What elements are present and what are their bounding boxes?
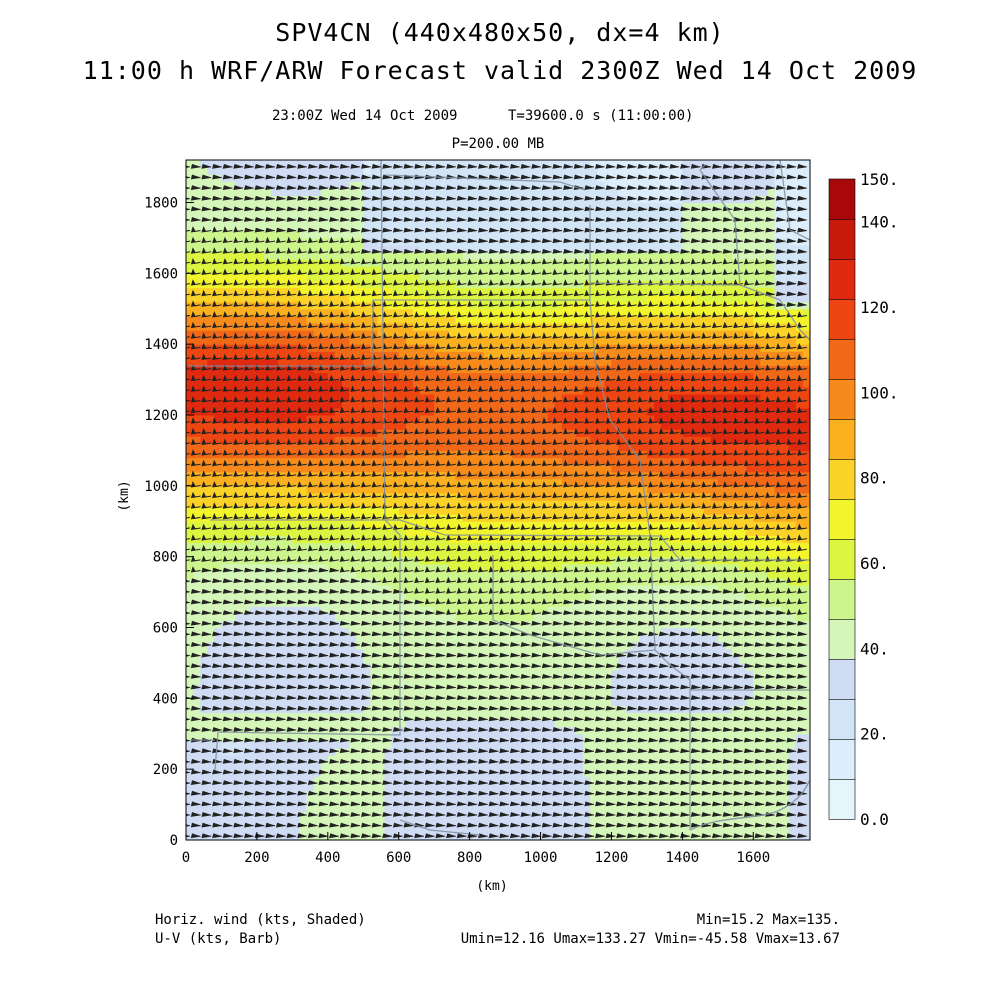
colorbar-swatch <box>828 498 856 540</box>
x-tick-label: 0 <box>182 850 190 866</box>
pressure-level-label: P=200.00 MB <box>451 136 545 152</box>
colorbar-label: 0.0 <box>860 810 889 829</box>
colorbar-swatch <box>828 218 856 260</box>
colorbar-swatch <box>828 338 856 380</box>
colorbar-swatch <box>828 458 856 500</box>
x-tick-label: 400 <box>315 850 340 866</box>
y-tick-label: 400 <box>153 691 178 707</box>
x-tick-label: 1600 <box>736 850 770 866</box>
x-tick-label: 1200 <box>595 850 629 866</box>
colorbar-swatch <box>828 418 856 460</box>
x-tick-label: 1400 <box>666 850 700 866</box>
colorbar-swatch <box>828 258 856 300</box>
colorbar-swatch <box>828 298 856 340</box>
colorbar-swatch <box>828 778 856 820</box>
x-tick-label: 600 <box>386 850 411 866</box>
colorbar-swatch <box>828 378 856 420</box>
colorbar-swatch <box>828 178 856 220</box>
y-tick-label: 800 <box>153 550 178 566</box>
colorbar-label: 40. <box>860 639 889 658</box>
colorbar-label: 150. <box>860 170 899 189</box>
chart-title-line1: SPV4CN (440x480x50, dx=4 km) <box>275 18 725 47</box>
colorbar-swatch <box>828 658 856 700</box>
min-max-label: Min=15.2 Max=135. <box>696 912 840 928</box>
x-tick-label: 200 <box>244 850 269 866</box>
plot-frame <box>185 159 811 841</box>
colorbar-label: 120. <box>860 298 899 317</box>
colorbar-label: 100. <box>860 383 899 402</box>
field-label-shaded: Horiz. wind (kts, Shaded) <box>155 912 366 928</box>
y-axis-label: (km) <box>117 480 132 511</box>
y-tick-label: 0 <box>170 833 178 849</box>
y-tick-label: 1000 <box>144 479 178 495</box>
colorbar <box>828 178 856 820</box>
y-tick-label: 200 <box>153 762 178 778</box>
y-tick-label: 1200 <box>144 408 178 424</box>
chart-title-line2: 11:00 h WRF/ARW Forecast valid 2300Z Wed… <box>82 56 918 85</box>
colorbar-swatch <box>828 698 856 740</box>
colorbar-label: 140. <box>860 213 899 232</box>
colorbar-label: 80. <box>860 469 889 488</box>
valid-time-label: 23:00Z Wed 14 Oct 2009 <box>272 108 458 124</box>
x-tick-label: 800 <box>457 850 482 866</box>
colorbar-swatch <box>828 618 856 660</box>
field-label-barb: U-V (kts, Barb) <box>155 931 282 947</box>
colorbar-label: 20. <box>860 725 889 744</box>
colorbar-label: 60. <box>860 554 889 573</box>
state-boundaries <box>188 160 810 836</box>
y-tick-label: 1400 <box>144 337 178 353</box>
uv-range-label: Umin=12.16 Umax=133.27 Vmin=-45.58 Vmax=… <box>460 931 840 947</box>
colorbar-swatch <box>828 738 856 780</box>
y-tick-label: 600 <box>153 621 178 637</box>
x-axis-label: (km) <box>476 879 507 894</box>
colorbar-swatch <box>828 538 856 580</box>
y-tick-label: 1800 <box>144 196 178 212</box>
forecast-seconds-label: T=39600.0 s (11:00:00) <box>508 108 694 124</box>
y-tick-label: 1600 <box>144 266 178 282</box>
colorbar-swatch <box>828 578 856 620</box>
x-tick-label: 1000 <box>524 850 558 866</box>
wind-barbs <box>186 163 807 839</box>
